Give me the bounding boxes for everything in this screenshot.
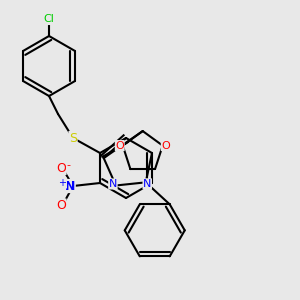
Text: O: O [161,141,170,151]
Text: +: + [58,178,67,188]
Text: S: S [69,131,77,145]
Text: O: O [116,141,124,151]
Text: N: N [109,179,117,189]
Text: O: O [56,199,66,212]
Text: N: N [143,179,152,189]
Text: Cl: Cl [44,14,55,25]
Text: -: - [67,160,70,170]
Text: N: N [65,179,75,193]
Text: O: O [56,161,66,175]
